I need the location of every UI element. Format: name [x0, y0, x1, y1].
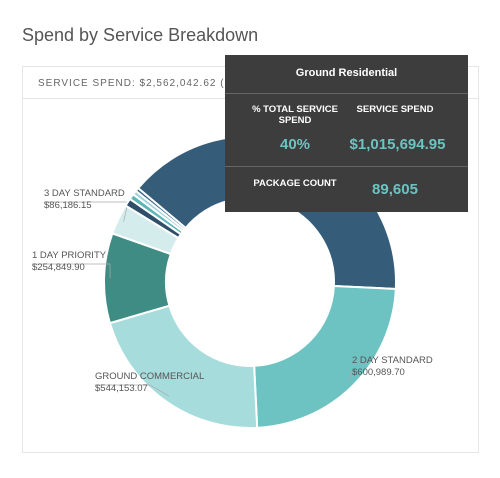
slice-value-label: $254,849.90	[32, 262, 85, 273]
leader-line	[32, 263, 111, 279]
subtitle: SERVICE SPEND: $2,562,042.62 (G	[38, 78, 233, 89]
chart-title: Spend by Service Breakdown	[22, 25, 258, 45]
tooltip-title: Ground Residential	[295, 67, 398, 79]
share-value: 40%	[279, 136, 311, 153]
tooltip-divider	[225, 166, 468, 167]
share-header: % TOTAL SERVICE SPEND	[252, 104, 338, 126]
count-value: 89,605	[372, 181, 418, 198]
leader-line	[95, 384, 170, 397]
count-header: PACKAGE COUNT	[253, 178, 337, 189]
slice-label: GROUND COMMERCIAL	[95, 371, 204, 382]
slice-value-label: $600,989.70	[352, 367, 405, 378]
slice	[134, 186, 188, 232]
slice-label: 1 DAY PRIORITY	[32, 250, 107, 261]
slice-label: 3 DAY STANDARD	[44, 188, 125, 199]
tooltip: Ground Residential % TOTAL SERVICE SPEND…	[225, 55, 468, 212]
spend-header: SERVICE SPEND	[356, 104, 434, 115]
spend-value: $1,015,694.95	[349, 136, 446, 153]
tooltip-divider	[225, 93, 468, 94]
leader-line	[348, 368, 353, 381]
slice	[253, 284, 397, 429]
slice-value-label: $86,186.15	[44, 200, 92, 211]
slice-value-label: $544,153.07	[95, 383, 148, 394]
slice-label: 2 DAY STANDARD	[352, 355, 433, 366]
slice	[108, 304, 259, 429]
